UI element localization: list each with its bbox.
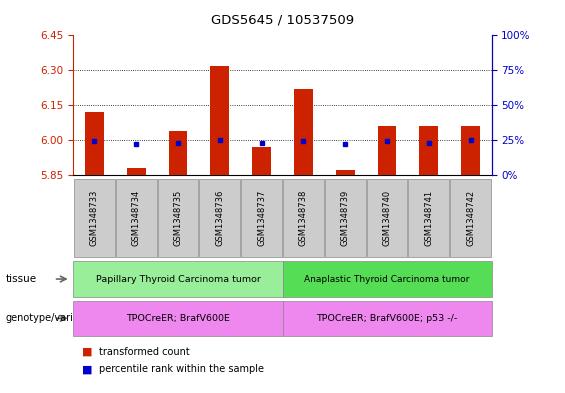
Text: Anaplastic Thyroid Carcinoma tumor: Anaplastic Thyroid Carcinoma tumor — [305, 275, 470, 283]
Text: GSM1348733: GSM1348733 — [90, 190, 99, 246]
Text: TPOCreER; BrafV600E; p53 -/-: TPOCreER; BrafV600E; p53 -/- — [316, 314, 458, 323]
Text: TPOCreER; BrafV600E: TPOCreER; BrafV600E — [126, 314, 230, 323]
Text: GSM1348736: GSM1348736 — [215, 190, 224, 246]
Text: tissue: tissue — [6, 274, 37, 284]
Text: Papillary Thyroid Carcinoma tumor: Papillary Thyroid Carcinoma tumor — [95, 275, 260, 283]
Bar — [85, 112, 104, 175]
Text: GSM1348742: GSM1348742 — [466, 190, 475, 246]
Text: GDS5645 / 10537509: GDS5645 / 10537509 — [211, 14, 354, 27]
Bar — [127, 168, 146, 175]
Text: GSM1348740: GSM1348740 — [383, 190, 392, 246]
Text: GSM1348739: GSM1348739 — [341, 190, 350, 246]
Text: GSM1348737: GSM1348737 — [257, 190, 266, 246]
Text: GSM1348735: GSM1348735 — [173, 190, 182, 246]
Bar — [336, 170, 355, 175]
Bar — [419, 126, 438, 175]
Text: GSM1348741: GSM1348741 — [424, 190, 433, 246]
Text: GSM1348734: GSM1348734 — [132, 190, 141, 246]
Text: ■: ■ — [82, 364, 93, 375]
Bar — [294, 89, 313, 175]
Text: genotype/variation: genotype/variation — [6, 313, 98, 323]
Bar — [461, 126, 480, 175]
Text: GSM1348738: GSM1348738 — [299, 190, 308, 246]
Bar — [168, 131, 188, 175]
Text: transformed count: transformed count — [99, 347, 190, 357]
Text: percentile rank within the sample: percentile rank within the sample — [99, 364, 264, 375]
Bar — [210, 66, 229, 175]
Bar — [252, 147, 271, 175]
Text: ■: ■ — [82, 347, 93, 357]
Bar — [377, 126, 397, 175]
